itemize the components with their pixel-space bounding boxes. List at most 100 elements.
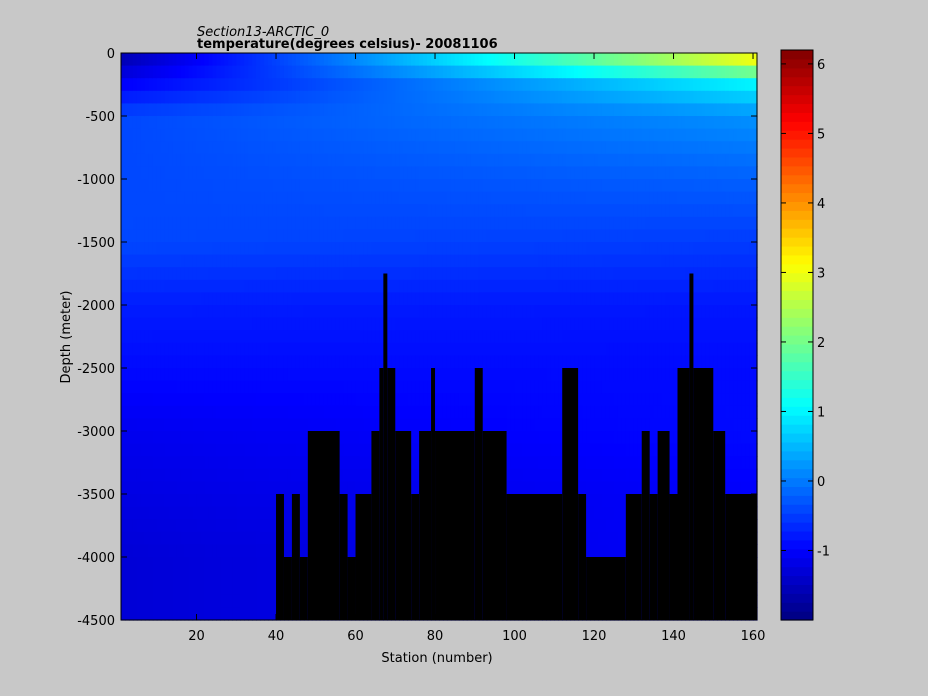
heatmap-cell (538, 405, 543, 419)
heatmap-cell (248, 418, 253, 432)
heatmap-cell (124, 267, 130, 281)
heatmap-cell (534, 443, 539, 457)
heatmap-cell (403, 418, 408, 432)
heatmap-cell (526, 330, 532, 344)
heatmap-cell (538, 355, 543, 369)
heatmap-cell (260, 116, 265, 130)
heatmap-cell (264, 254, 269, 268)
heatmap-cell (534, 166, 539, 180)
heatmap-cell (510, 380, 516, 394)
heatmap-cell (403, 116, 408, 130)
heatmap-cell (335, 393, 341, 407)
heatmap-cell (220, 519, 225, 533)
heatmap-cell (538, 305, 543, 319)
heatmap-cell (256, 141, 261, 155)
heatmap-cell (283, 531, 289, 545)
heatmap-cell (446, 141, 452, 155)
heatmap-cell (462, 191, 468, 205)
heatmap-cell (283, 90, 289, 104)
heatmap-cell (407, 191, 412, 205)
heatmap-cell (264, 569, 269, 583)
heatmap-cell (299, 242, 305, 256)
heatmap-cell (546, 191, 551, 205)
heatmap-cell (399, 216, 404, 230)
heatmap-cell (136, 607, 142, 621)
heatmap-cell (383, 141, 388, 155)
heatmap-cell (506, 393, 512, 407)
heatmap-cell (458, 216, 464, 230)
heatmap-cell (462, 153, 468, 167)
heatmap-cell (351, 330, 357, 344)
heatmap-cell (291, 153, 297, 167)
heatmap-cell (124, 103, 130, 117)
heatmap-cell (121, 330, 126, 344)
heatmap-cell (530, 380, 535, 394)
heatmap-cell (272, 418, 277, 432)
heatmap-cell (311, 330, 317, 344)
heatmap-cell (331, 116, 337, 130)
heatmap-cell (331, 330, 337, 344)
heatmap-cell (399, 90, 404, 104)
heatmap-cell (343, 78, 349, 92)
heatmap-cell (280, 141, 285, 155)
heatmap-cell (379, 305, 384, 319)
heatmap-cell (188, 65, 194, 79)
heatmap-cell (435, 279, 440, 293)
heatmap-cell (395, 229, 400, 243)
heatmap-cell (442, 330, 448, 344)
heatmap-cell (514, 204, 520, 218)
heatmap-cell (172, 342, 178, 356)
heatmap-cell (311, 179, 317, 193)
heatmap-cell (160, 544, 166, 558)
heatmap-cell (128, 305, 134, 319)
heatmap-cell (208, 594, 214, 608)
heatmap-cell (152, 481, 158, 495)
heatmap-cell (192, 153, 198, 167)
heatmap-cell (240, 431, 245, 445)
heatmap-cell (431, 78, 436, 92)
heatmap-cell (446, 216, 452, 230)
heatmap-cell (343, 153, 349, 167)
heatmap-cell (387, 153, 392, 167)
heatmap-cell (311, 90, 317, 104)
heatmap-cell (252, 229, 257, 243)
heatmap-cell (176, 506, 182, 520)
heatmap-cell (184, 557, 190, 571)
heatmap-cell (180, 368, 186, 382)
heatmap-cell (280, 153, 285, 167)
heatmap-cell (514, 267, 520, 281)
heatmap-cell (510, 368, 516, 382)
heatmap-cell (367, 456, 373, 470)
heatmap-cell (264, 292, 269, 306)
heatmap-cell (311, 418, 317, 432)
heatmap-cell (160, 204, 166, 218)
heatmap-cell (331, 191, 337, 205)
heatmap-cell (514, 153, 520, 167)
heatmap-cell (176, 582, 182, 596)
heatmap-cell (558, 368, 563, 382)
heatmap-cell (490, 216, 496, 230)
heatmap-cell (256, 229, 261, 243)
heatmap-cell (224, 531, 229, 545)
heatmap-cell (204, 607, 210, 621)
heatmap-cell (478, 65, 484, 79)
heatmap-cell (240, 229, 245, 243)
heatmap-cell (303, 179, 309, 193)
heatmap-cell (351, 279, 357, 293)
heatmap-cell (554, 179, 559, 193)
heatmap-cell (180, 607, 186, 621)
heatmap-cell (240, 494, 245, 508)
heatmap-cell (470, 179, 476, 193)
heatmap-cell (494, 254, 500, 268)
heatmap-cell (260, 468, 265, 482)
heatmap-cell (359, 418, 365, 432)
heatmap-cell (244, 342, 249, 356)
heatmap-cell (466, 141, 472, 155)
heatmap-cell (287, 179, 293, 193)
heatmap-cell (466, 216, 472, 230)
heatmap-cell (462, 405, 468, 419)
heatmap-cell (518, 393, 524, 407)
heatmap-cell (558, 342, 563, 356)
heatmap-cell (121, 128, 126, 142)
heatmap-cell (407, 405, 412, 419)
